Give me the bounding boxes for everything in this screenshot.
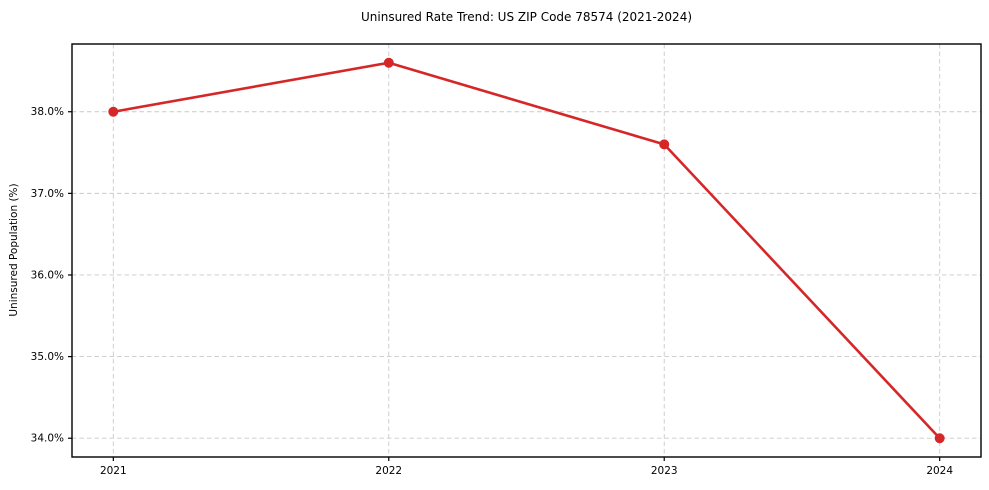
data-point bbox=[934, 433, 945, 444]
x-tick-label: 2024 bbox=[926, 465, 953, 477]
x-tick-label: 2021 bbox=[100, 465, 127, 477]
chart-title: Uninsured Rate Trend: US ZIP Code 78574 … bbox=[360, 10, 693, 24]
y-tick-label: 38.0% bbox=[31, 106, 64, 118]
y-tick-label: 34.0% bbox=[31, 433, 64, 445]
data-point bbox=[108, 106, 119, 117]
plot-border bbox=[71, 43, 982, 458]
data-point bbox=[383, 57, 394, 68]
y-tick-label: 35.0% bbox=[31, 351, 64, 363]
data-point bbox=[659, 139, 670, 150]
y-tick-label: 37.0% bbox=[31, 188, 64, 200]
x-tick-label: 2023 bbox=[651, 465, 678, 477]
x-tick-label: 2022 bbox=[375, 465, 402, 477]
trend-line bbox=[112, 61, 941, 440]
y-tick-label: 36.0% bbox=[31, 269, 64, 281]
